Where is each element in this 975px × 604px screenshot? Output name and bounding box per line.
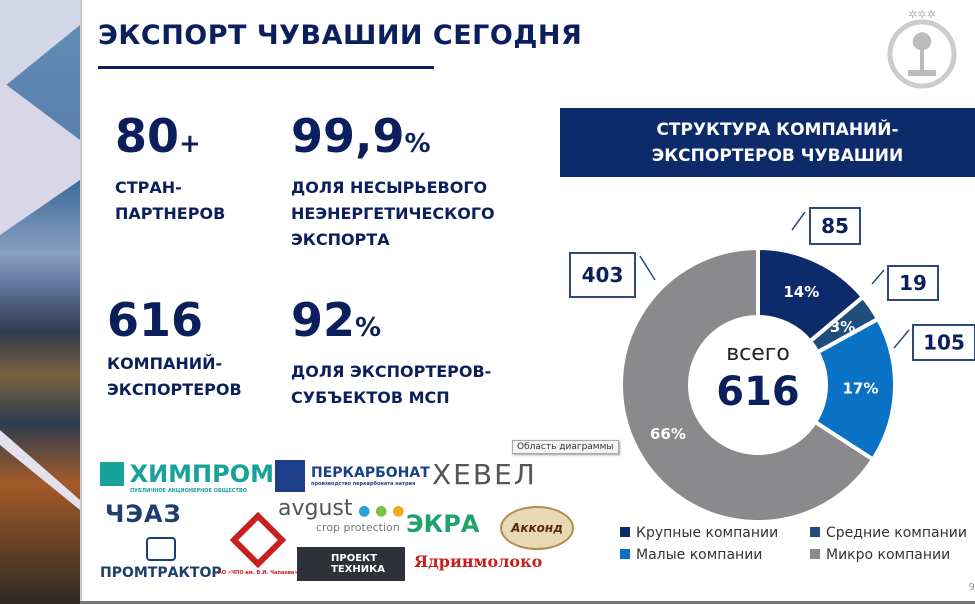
value-label-small: 105 [923, 331, 965, 355]
leader-line-medium [871, 269, 885, 285]
legend-item-small: Малые компании [620, 547, 810, 563]
value-label-large: 85 [821, 214, 849, 238]
value-label-micro: 403 [582, 263, 624, 287]
logo-promtraktor: ПРОМТРАКТОР [100, 537, 222, 581]
legend-item-micro: Микро компании [810, 547, 975, 563]
logo-perkarbonat: ПЕРКАРБОНАТ производство перкарбоната нат… [275, 460, 430, 492]
legend-item-medium: Средние компании [810, 525, 975, 541]
leader-line-micro [639, 255, 656, 281]
page-title: ЭКСПОРТ ЧУВАШИИ СЕГОДНЯ [98, 20, 583, 51]
city-photo-strip [0, 0, 80, 604]
chart-title-banner: СТРУКТУРА КОМПАНИЙ- ЭКСПОРТЕРОВ ЧУВАШИИ [560, 108, 975, 177]
donut-slice-micro[interactable] [619, 245, 876, 520]
value-box-medium [887, 265, 939, 301]
value-label-medium: 19 [899, 271, 927, 295]
page-number: 9 [968, 582, 975, 593]
divider [80, 0, 82, 604]
chart-legend: Крупные компании Средние компании Малые … [620, 525, 975, 563]
percent-label-micro: 66% [650, 425, 686, 443]
title-underline [98, 66, 434, 69]
donut-chart[interactable]: всего 616 14% 85 3% 19 17% 105 66% 403 [560, 190, 975, 520]
donut-slice-small[interactable] [812, 316, 897, 463]
percent-label-medium: 3% [830, 318, 855, 336]
logo-chpo-chapaev: АО «ЧПО им. В.И. Чапаева» [218, 511, 297, 576]
stat-companies: 616 КОМПАНИЙ- ЭКСПОРТЕРОВ [107, 293, 242, 399]
bottom-bar [80, 601, 975, 604]
logo-proekt-tekhnika: ПРОЕКТ ТЕХНИКА [297, 547, 405, 581]
logo-hevel: ХЕВЕЛ [432, 458, 537, 491]
value-box-large [809, 207, 861, 245]
logo-akkond: Акконд [500, 506, 574, 550]
center-value: 616 [716, 369, 800, 415]
leader-line-large [791, 211, 806, 231]
stat-sme-share: 92% ДОЛЯ ЭКСПОРТЕРОВ- СУБЪЕКТОВ МСП [291, 293, 492, 407]
value-box-small [912, 324, 975, 361]
legend-item-large: Крупные компании [620, 525, 810, 541]
logo-khimprom: ХИМПРОМ ПУБЛИЧНОЕ АКЦИОНЕРНОЕ ОБЩЕСТВО [100, 460, 274, 494]
logo-yadrinmoloko: Ядринмолоко [414, 552, 543, 571]
svg-text:✲✲✲: ✲✲✲ [908, 8, 936, 21]
logo-ekra: ЭКРА [406, 510, 480, 538]
logo-cheaz: ЧЭАЗ [105, 500, 182, 528]
center-label: всего [726, 341, 790, 366]
stat-nonresource-share: 99,9% ДОЛЯ НЕСЫРЬЕВОГО НЕЭНЕРГЕТИЧЕСКОГО Э… [291, 109, 495, 249]
value-box-micro [569, 252, 636, 298]
chuvashia-emblem-icon: ✲✲✲ [887, 8, 957, 89]
percent-label-large: 14% [783, 283, 819, 301]
stat-countries: 80+ СТРАН- ПАРТНЕРОВ [115, 109, 226, 223]
chart-area-tooltip: Область диаграммы [512, 440, 619, 454]
leader-line-small [893, 329, 910, 349]
logo-avgust: avgust ● ● ● crop protection [278, 496, 405, 534]
percent-label-small: 17% [842, 380, 878, 398]
